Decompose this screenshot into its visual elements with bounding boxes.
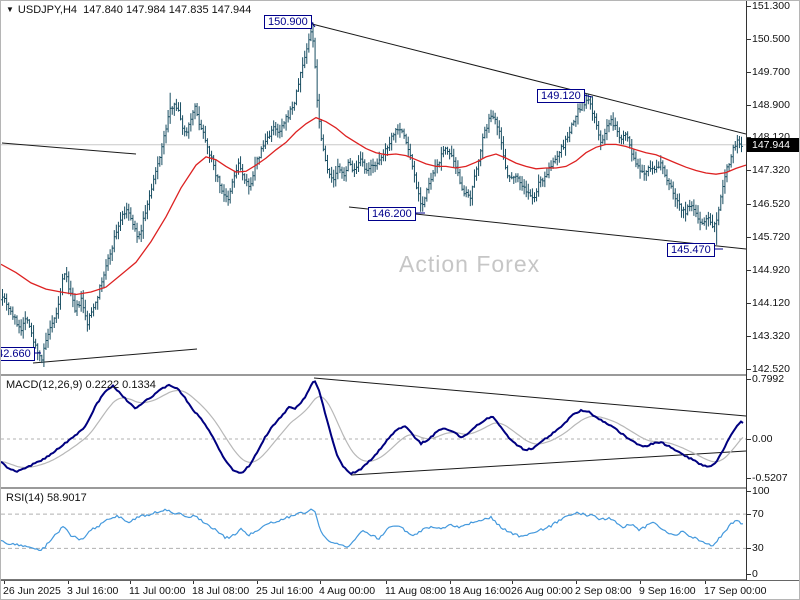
macd-signal-line xyxy=(1,389,744,469)
axis-tick xyxy=(747,6,751,7)
price-bars xyxy=(1,22,744,367)
axis-tick xyxy=(747,379,751,380)
date-label: 17 Sep 00:00 xyxy=(704,585,767,597)
macd-trendline xyxy=(313,377,746,417)
axis-tick xyxy=(747,137,751,138)
panel-separator xyxy=(1,579,799,580)
trendline xyxy=(32,348,198,364)
axis-tick xyxy=(747,105,751,106)
macd-header: MACD(12,26,9) 0.2222 0.1334 xyxy=(6,379,156,391)
axis-tick xyxy=(747,548,751,549)
price-tick-label: 143.320 xyxy=(752,330,790,342)
date-tick xyxy=(193,581,194,584)
axis-tick xyxy=(747,478,751,479)
rsi-tick-label: 100 xyxy=(752,485,770,497)
price-tick-label: 144.120 xyxy=(752,297,790,309)
macd-tick-label: 0.00 xyxy=(752,433,773,445)
date-label: 26 Aug 00:00 xyxy=(511,585,573,597)
date-label: 25 Jul 16:00 xyxy=(256,585,314,597)
date-tick xyxy=(705,581,706,584)
date-label: 4 Aug 00:00 xyxy=(319,585,376,597)
price-tick-label: 145.720 xyxy=(752,231,790,243)
rsi-tick-label: 70 xyxy=(752,508,764,520)
current-price-tag: 147.944 xyxy=(747,138,799,152)
panel-separator xyxy=(1,374,799,376)
macd-panel: MACD(12,26,9) 0.2222 0.1334 xyxy=(1,376,746,487)
price-tick-label: 142.520 xyxy=(752,363,790,375)
price-axis: 147.944 151.300 150.500 149.700 148.900 148.… xyxy=(746,0,799,580)
macd-trendline xyxy=(350,450,746,476)
date-label: 3 Jul 16:00 xyxy=(67,585,119,597)
date-tick xyxy=(257,581,258,584)
date-tick xyxy=(386,581,387,584)
symbol-name: USDJPY,H4 xyxy=(17,4,78,16)
price-tick-label: 149.700 xyxy=(752,66,790,78)
price-level-label: 146.200 xyxy=(368,207,416,221)
axis-tick xyxy=(747,39,751,40)
price-tick-label: 150.500 xyxy=(752,33,790,45)
price-level-label: 145.470 xyxy=(667,243,715,257)
axis-tick xyxy=(747,514,751,515)
rsi-tick-label: 0 xyxy=(752,568,758,580)
date-tick xyxy=(4,581,5,584)
macd-tick-label: 0.7992 xyxy=(752,373,785,385)
moving-average-line xyxy=(1,116,746,296)
macd-line xyxy=(1,380,744,476)
axis-tick xyxy=(747,170,751,171)
price-tick-label: 146.520 xyxy=(752,198,790,210)
ohlc-values: 147.840 147.984 147.835 147.944 xyxy=(83,4,252,16)
rsi-header: RSI(14) 58.9017 xyxy=(6,492,87,504)
symbol-dropdown-icon: ▼ xyxy=(6,5,14,14)
axis-tick xyxy=(747,369,751,370)
axis-tick xyxy=(747,574,751,575)
axis-tick xyxy=(747,72,751,73)
date-tick xyxy=(576,581,577,584)
price-tick-label: 144.920 xyxy=(752,264,790,276)
annotation-leader xyxy=(583,94,593,98)
panel-separator xyxy=(1,487,799,489)
date-label: 9 Sep 16:00 xyxy=(639,585,696,597)
axis-tick xyxy=(747,303,751,304)
macd-canvas xyxy=(1,377,746,476)
axis-tick xyxy=(747,336,751,337)
date-label: 18 Jul 08:00 xyxy=(192,585,250,597)
axis-tick xyxy=(747,491,751,492)
rsi-tick-label: 30 xyxy=(752,542,764,554)
date-tick xyxy=(130,581,131,584)
price-tick-label: 148.900 xyxy=(752,99,790,111)
rsi-line xyxy=(1,508,744,552)
date-tick xyxy=(640,581,641,584)
date-label: 26 Jun 2025 xyxy=(3,585,61,597)
axis-tick xyxy=(747,204,751,205)
macd-tick-label: -0.5207 xyxy=(752,472,788,484)
price-tick-label: 151.300 xyxy=(752,0,790,12)
date-tick xyxy=(450,581,451,584)
price-chart-canvas xyxy=(1,20,746,367)
price-level-label: 142.660 xyxy=(1,347,35,361)
watermark: Action Forex xyxy=(399,251,541,277)
rsi-canvas xyxy=(1,508,746,552)
date-tick xyxy=(68,581,69,584)
date-tick xyxy=(512,581,513,584)
trendline xyxy=(1,142,137,155)
date-tick xyxy=(320,581,321,584)
axis-tick xyxy=(747,270,751,271)
price-level-label: 149.120 xyxy=(537,89,585,103)
date-label: 18 Aug 16:00 xyxy=(449,585,511,597)
date-label: 11 Aug 08:00 xyxy=(385,585,447,597)
date-axis: 26 Jun 2025 3 Jul 16:00 11 Jul 00:00 18 Jul… xyxy=(1,580,799,599)
rsi-panel: RSI(14) 58.9017 xyxy=(1,489,746,579)
symbol-info-bar: ▼ USDJPY,H4 147.840 147.984 147.835 147.9… xyxy=(6,4,251,16)
date-label: 2 Sep 08:00 xyxy=(575,585,632,597)
price-level-label: 150.900 xyxy=(264,15,312,29)
date-label: 11 Jul 00:00 xyxy=(129,585,186,597)
price-tick-label: 147.320 xyxy=(752,164,790,176)
axis-tick xyxy=(747,237,751,238)
trendline xyxy=(311,23,746,135)
price-panel: Action Forex ▼ USDJPY,H4 147.840 147.984 … xyxy=(1,1,746,374)
axis-tick xyxy=(747,439,751,440)
